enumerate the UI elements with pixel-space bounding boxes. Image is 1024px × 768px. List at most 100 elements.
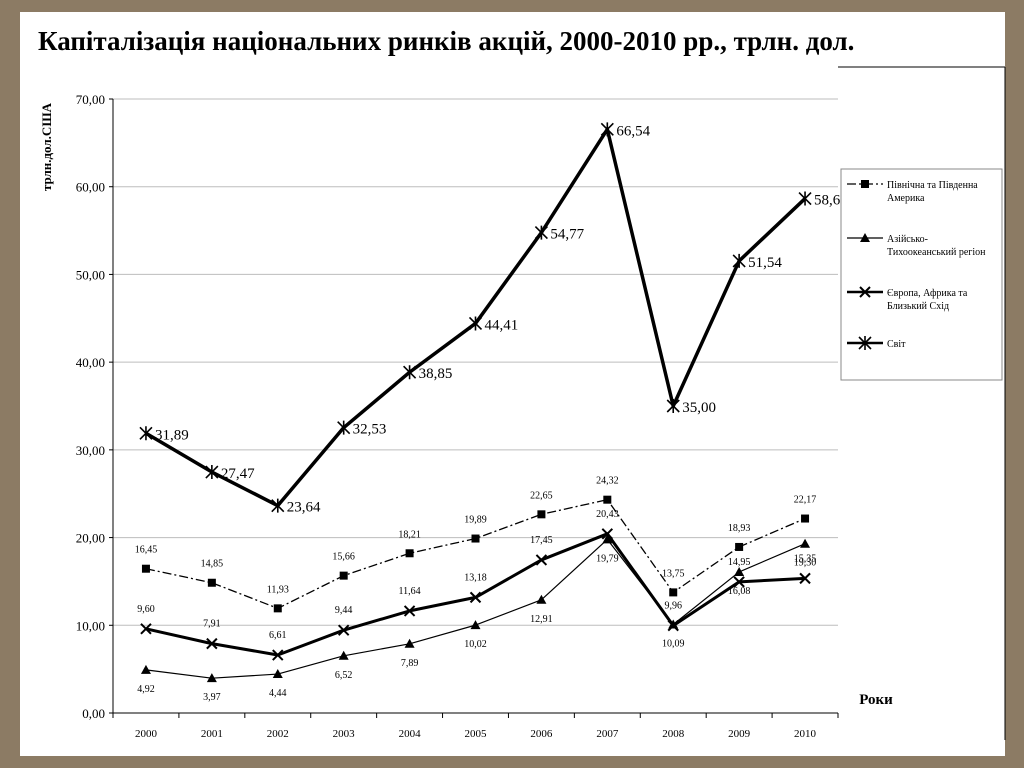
data-point (536, 594, 547, 604)
y-tick-label: 20,00 (76, 531, 105, 546)
data-point (535, 554, 548, 566)
y-tick-label: 0,00 (82, 706, 105, 721)
data-point (404, 638, 415, 648)
data-point (403, 365, 417, 380)
data-point (734, 566, 745, 576)
data-point (735, 542, 744, 551)
data-point (206, 673, 217, 683)
data-label: 66,54 (616, 123, 650, 139)
y-tick-label: 10,00 (76, 618, 105, 633)
y-tick-label: 60,00 (76, 180, 105, 195)
data-point (140, 664, 151, 674)
data-point (534, 225, 548, 240)
data-label: 11,64 (399, 586, 421, 597)
y-tick-label: 50,00 (76, 267, 105, 282)
data-point (337, 420, 351, 435)
data-label: 10,02 (464, 639, 487, 650)
x-tick-label: 2009 (728, 728, 751, 740)
data-label: 13,18 (464, 572, 487, 583)
data-label: 22,65 (530, 490, 553, 501)
data-label: 11,93 (267, 584, 289, 595)
data-point (272, 669, 283, 679)
data-label: 10,09 (662, 638, 685, 649)
data-label: 19,89 (464, 515, 487, 526)
data-point (669, 588, 678, 597)
data-label: 14,95 (728, 557, 751, 568)
data-point (601, 528, 614, 540)
data-point (141, 564, 150, 573)
chart-title: Капіталізація національних ринків акцій,… (38, 26, 855, 56)
x-axis-label: Роки (859, 692, 893, 708)
data-point (603, 495, 612, 504)
data-label: 51,54 (748, 255, 782, 271)
data-label: 24,32 (596, 476, 619, 487)
slide-background (20, 12, 1005, 756)
data-point (537, 510, 546, 519)
x-tick-label: 2010 (794, 728, 817, 740)
data-point (338, 650, 349, 660)
data-label: 19,79 (596, 553, 619, 564)
data-point (206, 637, 218, 650)
data-point (798, 191, 812, 206)
data-label: 12,91 (530, 614, 553, 625)
x-tick-label: 2001 (201, 728, 223, 740)
data-label: 9,96 (664, 601, 682, 612)
data-label: 6,61 (269, 630, 287, 641)
data-point (471, 534, 480, 543)
data-label: 17,45 (530, 535, 553, 546)
x-tick-label: 2003 (333, 728, 356, 740)
y-tick-label: 30,00 (76, 443, 105, 458)
data-point (470, 620, 481, 630)
data-label: 38,85 (419, 366, 453, 382)
x-tick-label: 2002 (267, 728, 289, 740)
legend-marker (859, 286, 871, 298)
data-label: 54,77 (550, 227, 584, 243)
data-point (666, 399, 680, 413)
data-label: 3,97 (203, 692, 221, 703)
data-label: 22,17 (794, 495, 817, 506)
y-axis-label: трлн.дол.США (39, 102, 54, 191)
x-tick-label: 2006 (530, 728, 553, 740)
data-label: 15,35 (794, 553, 817, 564)
data-label: 27,47 (221, 466, 255, 482)
data-point (207, 578, 216, 587)
data-point (337, 624, 350, 636)
data-label: 44,41 (485, 317, 519, 333)
data-label: 35,00 (682, 400, 716, 416)
data-point (205, 465, 219, 480)
legend-entry: Азійсько-Тихоокеанський регіон (887, 234, 986, 258)
data-point (405, 549, 414, 558)
data-point (272, 649, 284, 661)
y-tick-label: 40,00 (76, 355, 105, 370)
series-line (145, 538, 806, 679)
data-label: 7,89 (401, 658, 419, 669)
data-point (732, 253, 746, 268)
data-point (403, 605, 416, 617)
data-label: 19,30 (794, 558, 817, 569)
data-label: 31,89 (155, 427, 189, 443)
y-tick-label: 70,00 (76, 92, 105, 107)
data-point (799, 572, 811, 585)
data-label: 58,65 (814, 193, 848, 209)
data-label: 14,85 (201, 559, 224, 570)
data-label: 9,44 (335, 605, 353, 616)
data-point (800, 538, 811, 548)
data-point (801, 514, 810, 523)
data-label: 13,75 (662, 568, 685, 579)
legend-entry: Світ (887, 339, 906, 350)
x-tick-label: 2005 (465, 728, 488, 740)
data-point (468, 316, 483, 331)
data-point (733, 576, 745, 588)
data-label: 18,21 (398, 529, 421, 540)
data-point (273, 604, 282, 613)
data-label: 15,66 (332, 552, 355, 563)
data-label: 6,52 (335, 670, 353, 681)
data-label: 16,45 (135, 545, 158, 556)
data-label: 4,44 (269, 688, 287, 699)
x-tick-label: 2007 (596, 728, 619, 740)
data-point (271, 498, 285, 513)
data-label: 20,43 (596, 509, 619, 520)
data-label: 16,08 (728, 586, 751, 597)
legend-marker (860, 233, 870, 242)
data-label: 32,53 (353, 422, 387, 438)
